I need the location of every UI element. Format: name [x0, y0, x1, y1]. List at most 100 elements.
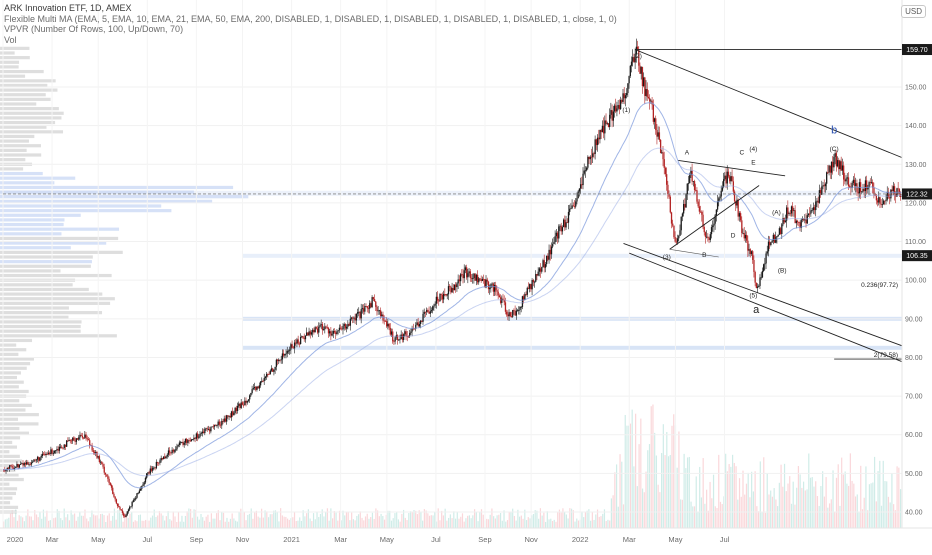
volume-bar [141, 520, 143, 528]
volume-bar [802, 481, 805, 528]
candle-body [156, 461, 159, 463]
channel-upper-line[interactable] [634, 49, 932, 250]
volume-bar [181, 515, 183, 528]
candle-body [344, 324, 347, 329]
volume-profile-row [0, 477, 24, 482]
volume-profile-row [0, 130, 64, 134]
volume-bar [191, 517, 193, 528]
volume-bar [522, 518, 524, 528]
candle-body [252, 388, 254, 390]
volume-bar [806, 489, 808, 528]
candle-body [738, 213, 741, 217]
candle-body [697, 201, 699, 207]
candle-body [800, 219, 802, 228]
volume-bar [756, 506, 758, 528]
volume-bar [676, 467, 678, 528]
candle-body [889, 197, 891, 199]
volume-bar [733, 462, 735, 528]
candle-body [170, 452, 172, 454]
indicator-vpvr-label[interactable]: VPVR (Number Of Rows, 100, Up/Down, 70) [4, 24, 184, 34]
candle-body [186, 438, 188, 443]
volume-bar [681, 499, 683, 528]
candle-body [607, 123, 610, 128]
candle-body [476, 274, 479, 283]
price-level-tag[interactable] [902, 44, 932, 56]
channel-lower-line[interactable] [623, 243, 932, 428]
candle-body [359, 311, 361, 319]
volume-bar [338, 510, 341, 528]
candle-body [302, 336, 304, 339]
symbol-title[interactable]: ARK Innovation ETF, 1D, AMEX [4, 3, 132, 13]
volume-bar [501, 520, 503, 528]
price-tick-label: 50.00 [905, 471, 923, 478]
volume-profile-row [0, 264, 91, 268]
volume-bar [804, 490, 806, 528]
volume-profile-row [0, 60, 20, 64]
candle-body [127, 509, 130, 512]
candle-body [509, 312, 511, 317]
volume-bar [34, 510, 36, 528]
candle-body [667, 184, 669, 195]
ema-line [3, 102, 932, 489]
candle-body [498, 295, 501, 298]
candle-body [653, 118, 656, 122]
candle-body [747, 240, 749, 251]
volume-bar [818, 505, 820, 528]
volume-profile-row [0, 171, 43, 176]
volume-bar [442, 515, 445, 528]
volume-bar [423, 509, 425, 528]
moving-average-lines [3, 102, 932, 489]
candle-body [588, 156, 590, 160]
volume-bar [899, 489, 902, 528]
volume-profile-row [0, 125, 47, 129]
volume-bar [219, 520, 221, 528]
volume-bar [714, 506, 716, 528]
candle-body [121, 510, 124, 514]
volume-profile-row [0, 487, 18, 491]
price-axis[interactable]: 40.00 50.00 60.00 70.00 80.00 90.00 100.00 110.… [901, 0, 932, 550]
volume-bar [841, 457, 843, 528]
indicator-ma-label[interactable]: Flexible Multi MA (EMA, 5, EMA, 10, EMA,… [4, 13, 617, 24]
channel-lower-outer-line[interactable] [629, 252, 932, 503]
drawings[interactable] [3, 49, 932, 504]
volume-bar [792, 481, 794, 528]
candle-body [132, 500, 134, 502]
candle-body [456, 283, 458, 288]
candle-body [658, 132, 661, 140]
candle-body [786, 207, 788, 221]
candle-body [192, 439, 194, 440]
volume-bar [525, 520, 528, 528]
volume-bar [186, 511, 188, 528]
volume-bar [198, 519, 200, 528]
candle-body [282, 353, 285, 356]
time-axis[interactable]: 2020 Mar May Jul Sep Nov 2021 Mar May Jul Sep Nov 20… [0, 527, 932, 550]
triangle-base-line[interactable] [669, 248, 719, 258]
candle-body [669, 196, 671, 213]
candle-body [724, 175, 726, 180]
price-level-tag[interactable] [902, 188, 932, 200]
candle-body [651, 100, 653, 105]
volume-profile-row [0, 255, 93, 259]
volume-bar [536, 510, 538, 528]
volume-bar [131, 512, 133, 528]
indicator-vol-label[interactable]: Vol [4, 34, 17, 45]
volume-profile-row [0, 338, 33, 343]
wave-label: D [731, 233, 736, 240]
candle-body [554, 236, 556, 243]
triangle-upper-line[interactable] [678, 159, 786, 177]
volume-bar [835, 477, 838, 528]
candle-body [269, 370, 271, 375]
candle-body [525, 294, 527, 295]
candle-body [598, 137, 600, 140]
volume-bar [150, 517, 152, 528]
candle-body [196, 433, 199, 438]
price-level-tag[interactable] [902, 250, 932, 262]
volume-bar [605, 521, 607, 528]
candle-body [639, 65, 641, 74]
triangle-lower-line[interactable] [669, 185, 760, 250]
candle-body [75, 438, 78, 442]
volume-bar [319, 513, 322, 528]
currency-badge[interactable]: USD [901, 5, 926, 18]
